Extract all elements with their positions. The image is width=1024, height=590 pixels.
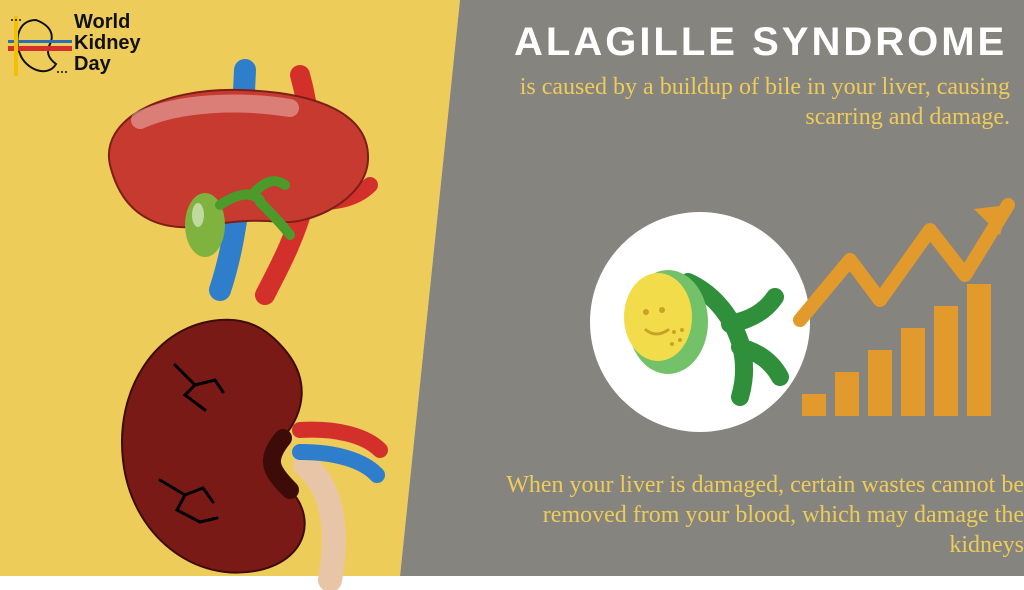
kidney-hilum <box>272 438 290 490</box>
circle-badge <box>590 212 810 432</box>
gallbladder-highlight <box>192 203 204 227</box>
logo-kidney-outline <box>17 20 56 71</box>
logo-line-1: World <box>74 12 141 33</box>
icon-dot <box>659 307 665 313</box>
body-text: When your liver is damaged, certain wast… <box>490 470 1024 560</box>
icon-gallbladder-front <box>624 273 692 361</box>
ureter <box>305 465 334 580</box>
liver-illustration <box>70 50 390 310</box>
page-title: ALAGILLE SYNDROME <box>514 20 1007 65</box>
subtitle-text: is caused by a buildup of bile in your l… <box>500 72 1010 132</box>
infographic-canvas: World Kidney Day <box>0 0 1024 576</box>
kidney-illustration <box>105 310 405 590</box>
logo-bar-yellow <box>14 16 18 76</box>
gallbladder-icon <box>590 212 810 432</box>
icon-dot <box>643 309 649 315</box>
